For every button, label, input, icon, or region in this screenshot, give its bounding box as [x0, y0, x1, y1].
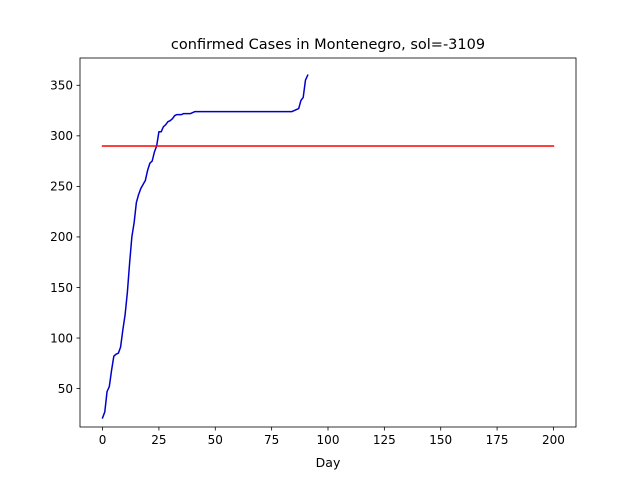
- y-tick-label: 50: [58, 382, 73, 396]
- y-tick-label: 250: [50, 180, 73, 194]
- x-tick-label: 125: [373, 433, 396, 447]
- y-tick-label: 100: [50, 331, 73, 345]
- y-tick-label: 300: [50, 129, 73, 143]
- x-tick-label: 175: [486, 433, 509, 447]
- x-tick-label: 200: [542, 433, 565, 447]
- x-tick-label: 25: [151, 433, 166, 447]
- x-tick-label: 75: [264, 433, 279, 447]
- chart-title: confirmed Cases in Montenegro, sol=-3109: [171, 37, 485, 53]
- x-axis-label: Day: [316, 455, 341, 470]
- y-tick-label: 150: [50, 281, 73, 295]
- series-line-1: [101, 74, 309, 419]
- x-tick-label: 0: [99, 433, 107, 447]
- y-tick-label: 350: [50, 79, 73, 93]
- x-tick-label: 50: [208, 433, 223, 447]
- x-tick-label: 100: [317, 433, 340, 447]
- y-tick-label: 200: [50, 230, 73, 244]
- axes-layer: 0 25 50 75 100 125 150 175 200 50 100 150 200 250 300 3…: [50, 57, 577, 447]
- series-layer: [101, 74, 555, 419]
- x-tick-label: 150: [429, 433, 452, 447]
